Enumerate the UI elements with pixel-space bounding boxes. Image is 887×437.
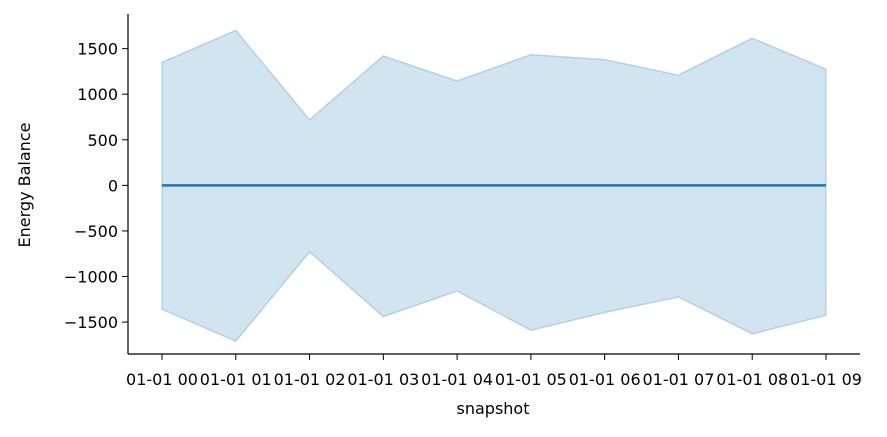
y-tick-label: 1500 — [77, 40, 118, 59]
y-tick-label: 0 — [108, 176, 118, 195]
y-tick-label: −1500 — [64, 313, 118, 332]
x-tick-label: 01-01 05 — [495, 370, 567, 389]
x-tick-label: 01-01 06 — [569, 370, 641, 389]
x-axis-label: snapshot — [457, 399, 530, 418]
y-tick-label: −500 — [74, 222, 118, 241]
x-tick-label: 01-01 03 — [347, 370, 419, 389]
x-tick-label: 01-01 00 — [126, 370, 198, 389]
y-axis-label: Energy Balance — [15, 123, 34, 248]
x-tick-label: 01-01 02 — [274, 370, 346, 389]
x-tick-label: 01-01 01 — [200, 370, 272, 389]
y-tick-label: 500 — [87, 131, 118, 150]
y-tick-label: −1000 — [64, 268, 118, 287]
x-tick-label: 01-01 08 — [716, 370, 788, 389]
x-tick-label: 01-01 04 — [421, 370, 493, 389]
x-tick-label: 01-01 07 — [642, 370, 714, 389]
axes-layer — [127, 14, 860, 355]
x-tick-label: 01-01 09 — [790, 370, 862, 389]
y-tick-label: 1000 — [77, 85, 118, 104]
